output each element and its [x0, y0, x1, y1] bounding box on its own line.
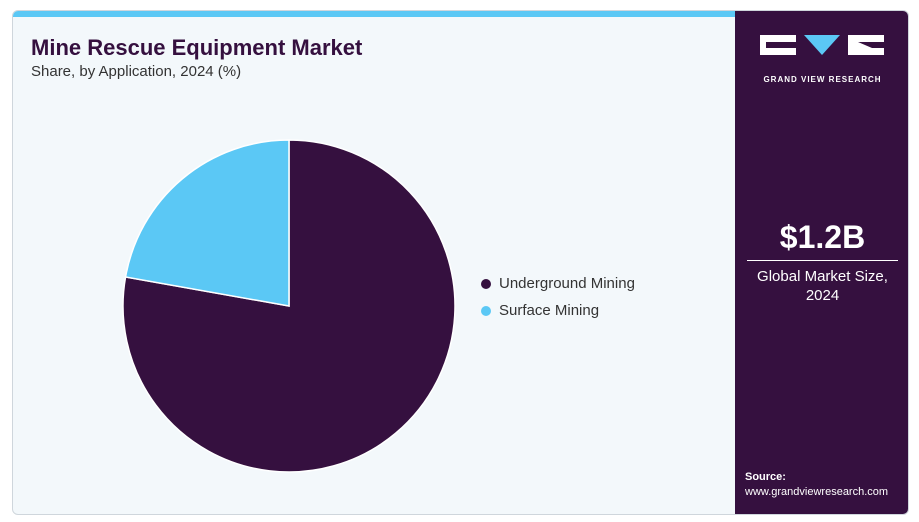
brand-name: GRAND VIEW RESEARCH: [763, 75, 882, 84]
chart-subtitle: Share, by Application, 2024 (%): [31, 63, 242, 80]
sidebar-panel: GRAND VIEW RESEARCH $1.2B Global Market …: [735, 11, 908, 514]
market-size-label-text: Global Market Size, 2024: [757, 268, 888, 304]
pie-chart: [122, 139, 456, 473]
pie-slice-surface-mining: [124, 139, 290, 307]
legend-item-underground-mining: Underground Mining: [481, 270, 635, 297]
market-size-label: Global Market Size, 2024: [735, 267, 908, 305]
legend-label: Surface Mining: [499, 302, 600, 319]
brand-logo-icon: [760, 35, 884, 55]
chart-legend: Underground Mining Surface Mining: [481, 270, 635, 324]
divider: [747, 260, 898, 261]
legend-swatch: [481, 278, 491, 289]
pie-slice-underground-mining: [122, 139, 456, 473]
legend-swatch: [481, 305, 491, 316]
accent-bar: [13, 11, 735, 17]
legend-item-surface-mining: Surface Mining: [481, 297, 635, 324]
market-size-value: $1.2B: [779, 219, 866, 255]
legend-label: Underground Mining: [499, 275, 635, 292]
chart-title: Mine Rescue Equipment Market: [31, 35, 363, 60]
chart-card: Mine Rescue Equipment Market Share, by A…: [12, 10, 909, 515]
source-url[interactable]: www.grandviewresearch.com: [745, 486, 889, 498]
source-label: Source:: [745, 471, 786, 483]
